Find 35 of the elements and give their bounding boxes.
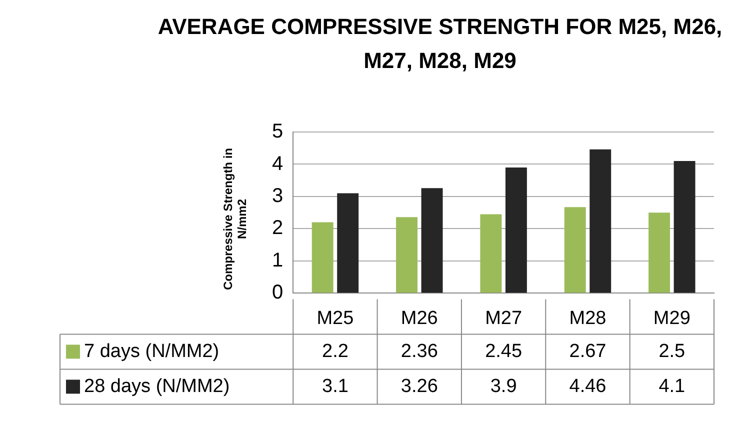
data-label: 3.9 <box>490 376 517 397</box>
data-label: 2.2 <box>322 340 348 362</box>
bar <box>564 207 586 293</box>
data-label: 3.26 <box>400 376 438 397</box>
bar <box>674 161 696 293</box>
bar <box>505 167 527 293</box>
y-tick-label: 5 <box>272 120 284 143</box>
x-tick-label: M29 <box>653 308 690 329</box>
x-tick-label: M27 <box>485 308 522 329</box>
data-label: 3.1 <box>322 376 348 397</box>
bar <box>396 217 418 293</box>
y-axis-title: Compressive Strength in N/mm2 <box>221 146 249 292</box>
bar <box>312 222 334 293</box>
x-tick-label: M26 <box>400 308 438 329</box>
y-tick-label: 3 <box>272 184 284 207</box>
data-label: 2.45 <box>485 340 522 362</box>
bar <box>337 193 359 293</box>
bar <box>421 188 443 293</box>
x-tick-label: M28 <box>569 308 606 329</box>
y-tick-label: 1 <box>272 249 284 272</box>
x-tick-label: M25 <box>316 308 354 329</box>
legend-label: 7 days (N/MM2) <box>84 340 220 362</box>
y-tick-label: 4 <box>272 152 284 175</box>
legend-label: 28 days (N/MM2) <box>84 376 230 397</box>
y-tick-label: 2 <box>272 217 284 240</box>
chart-title: AVERAGE COMPRESSIVE STRENGTH FOR M25, M26, M27, M28, M29 <box>156 13 724 75</box>
data-label: 2.67 <box>569 340 606 362</box>
data-label: 2.36 <box>400 340 438 362</box>
bar <box>480 214 502 293</box>
data-label: 4.46 <box>569 376 606 397</box>
bar <box>590 149 612 293</box>
data-label: 4.1 <box>658 376 686 397</box>
y-tick-label: 0 <box>272 282 284 304</box>
data-label: 2.5 <box>658 340 686 362</box>
bar <box>648 212 670 293</box>
